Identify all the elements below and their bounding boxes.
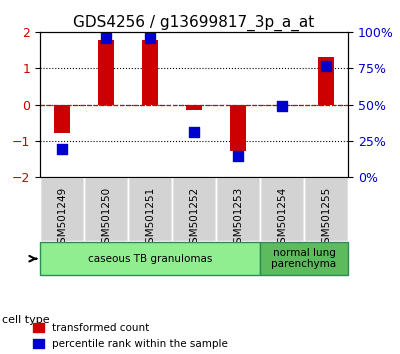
Text: GSM501250: GSM501250 [101, 187, 111, 250]
Point [191, 129, 197, 135]
Point [279, 103, 285, 109]
FancyBboxPatch shape [40, 177, 84, 241]
FancyBboxPatch shape [40, 242, 260, 275]
Bar [54, 104, 70, 133]
Bar [230, 104, 246, 151]
Bar [186, 104, 202, 110]
FancyBboxPatch shape [260, 242, 348, 275]
Text: GSM501253: GSM501253 [233, 187, 243, 250]
Bar [98, 40, 114, 104]
FancyBboxPatch shape [172, 177, 216, 241]
Title: GDS4256 / g13699817_3p_a_at: GDS4256 / g13699817_3p_a_at [73, 14, 315, 30]
Text: cell type: cell type [2, 315, 50, 325]
FancyBboxPatch shape [304, 177, 348, 241]
Point [323, 64, 329, 69]
Text: GSM501249: GSM501249 [57, 187, 67, 250]
Text: normal lung
parenchyma: normal lung parenchyma [272, 248, 336, 269]
FancyBboxPatch shape [128, 177, 172, 241]
FancyBboxPatch shape [84, 177, 128, 241]
Text: GSM501252: GSM501252 [189, 187, 199, 250]
Point [103, 35, 109, 41]
Text: caseous TB granulomas: caseous TB granulomas [88, 254, 212, 264]
Point [147, 35, 153, 41]
Bar [318, 57, 334, 104]
Bar [274, 104, 290, 106]
FancyBboxPatch shape [216, 177, 260, 241]
Legend: transformed count, percentile rank within the sample: transformed count, percentile rank withi… [33, 323, 228, 349]
Text: GSM501255: GSM501255 [321, 187, 331, 250]
Point [59, 146, 65, 152]
FancyBboxPatch shape [260, 177, 304, 241]
Bar [142, 40, 158, 104]
Text: GSM501254: GSM501254 [277, 187, 287, 250]
Point [235, 153, 241, 159]
Text: GSM501251: GSM501251 [145, 187, 155, 250]
